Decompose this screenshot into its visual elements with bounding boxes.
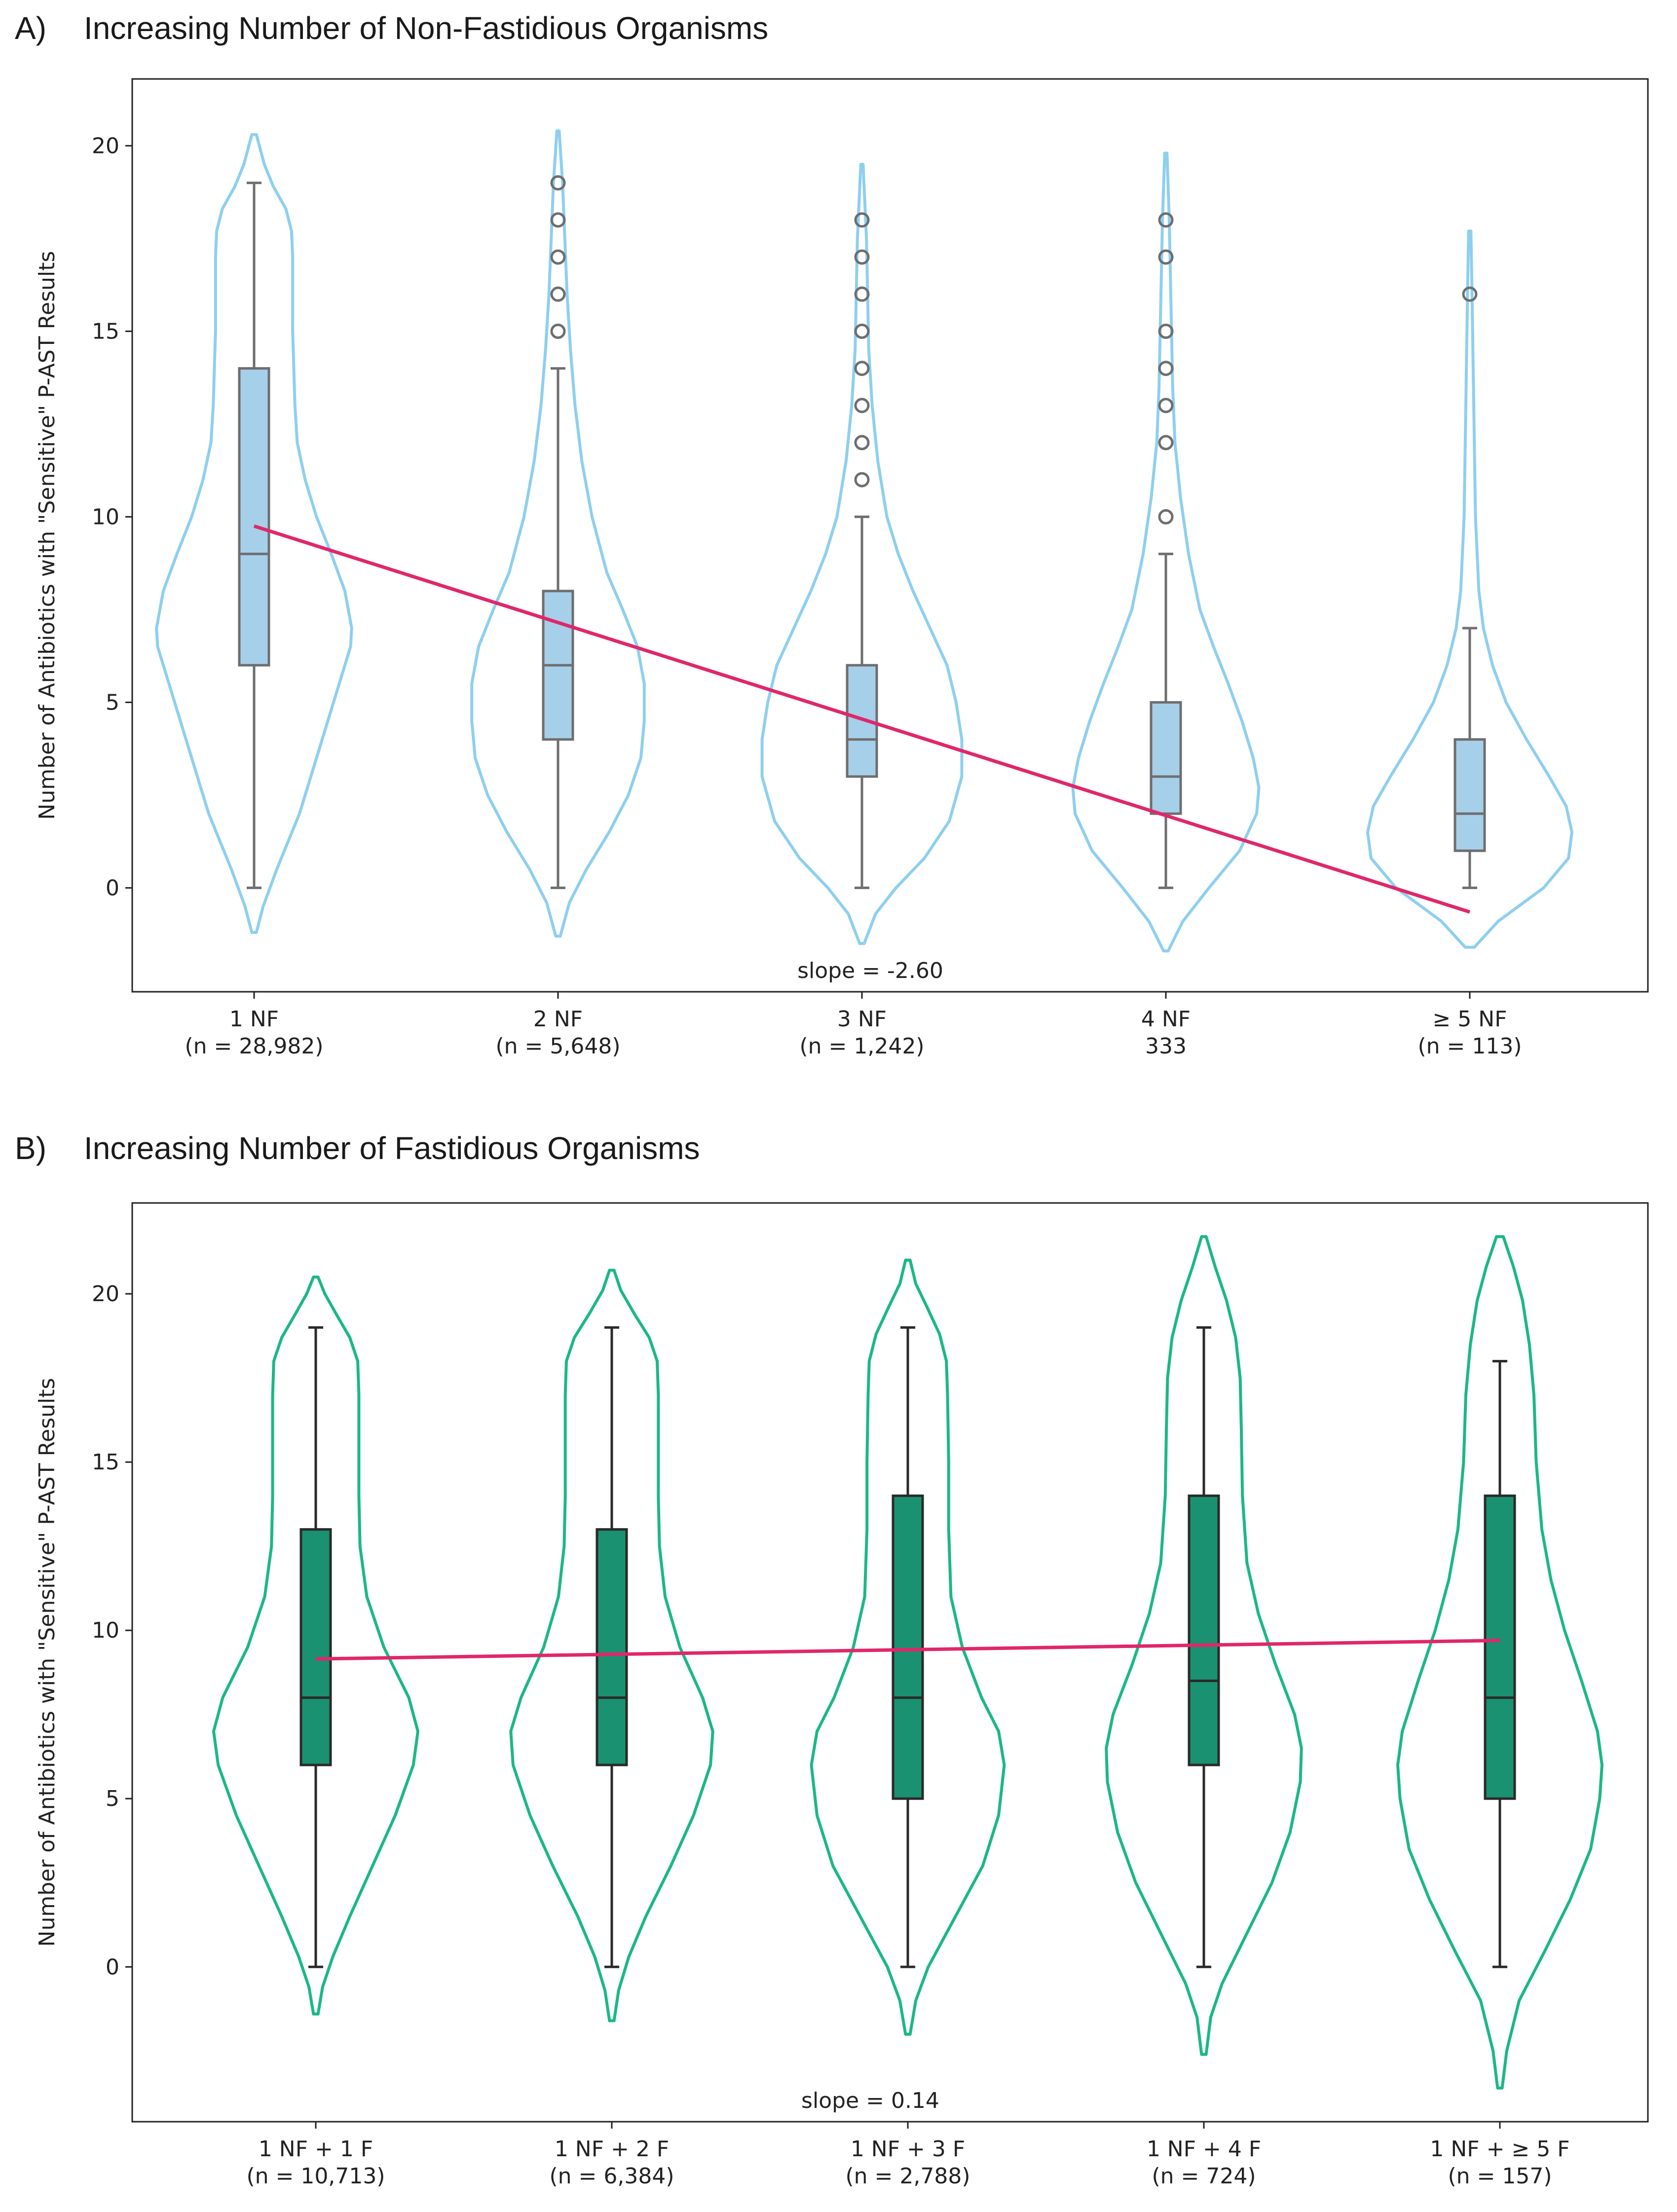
x-tick-label: 3 NF — [837, 1007, 887, 1032]
outlier-point — [854, 398, 870, 413]
y-tick-label: 10 — [92, 1618, 119, 1643]
x-tick-label: 2 NF — [533, 1007, 583, 1032]
outlier-point — [1158, 435, 1174, 450]
outlier-point — [550, 286, 566, 302]
y-tick-label: 15 — [92, 1450, 119, 1475]
box-iqr — [596, 1528, 628, 1766]
x-tick-label: 1 NF — [229, 1007, 279, 1032]
y-tick-label: 5 — [106, 1786, 119, 1811]
violin-outline — [1396, 1235, 1603, 2090]
outlier-point — [1158, 509, 1174, 525]
box-iqr — [1188, 1494, 1220, 1766]
outlier-point — [1462, 286, 1478, 302]
outlier-point — [550, 175, 566, 191]
outlier-point — [1158, 361, 1174, 376]
x-tick-label: ≥ 5 NF — [1432, 1007, 1507, 1032]
y-tick-label: 20 — [92, 1281, 119, 1307]
box-iqr — [1453, 738, 1486, 852]
x-tick-sublabel: (n = 1,242) — [799, 1034, 924, 1059]
x-tick-label: 1 NF + 3 F — [851, 2137, 965, 2162]
panel-a-heading: A) Increasing Number of Non-Fastidious Or… — [15, 10, 768, 46]
panel-b-plot: 0 5 10 15 20 Number of Antibiotics with "Sens… — [35, 1202, 1649, 2189]
outlier-point — [550, 249, 566, 265]
slope-label: slope = -2.60 — [797, 958, 943, 983]
x-tick-sublabel: (n = 10,713) — [246, 2164, 385, 2189]
box-iqr — [238, 367, 270, 667]
violin-outline — [470, 129, 646, 938]
outlier-point — [1158, 212, 1174, 228]
violin-outline — [1105, 1235, 1303, 2056]
x-tick-label: 1 NF + 4 F — [1147, 2137, 1261, 2162]
y-tick-label: 0 — [106, 1954, 119, 1980]
panel-a-plot: 0 5 10 15 20 Number of Antibiotics with "Sens… — [35, 78, 1649, 1059]
slope-label: slope = 0.14 — [801, 2088, 939, 2113]
y-tick-label: 10 — [92, 504, 119, 529]
outlier-point — [854, 286, 870, 302]
x-tick-label: 1 NF + 1 F — [259, 2137, 373, 2162]
outlier-point — [550, 212, 566, 228]
violin-outline — [1366, 229, 1573, 949]
outlier-point — [854, 435, 870, 450]
outlier-point — [854, 249, 870, 265]
y-tick-label: 15 — [92, 319, 119, 344]
x-tick-label: 1 NF + ≥ 5 F — [1430, 2137, 1569, 2162]
box-iqr — [892, 1494, 924, 1800]
y-axis-label: Number of Antibiotics with "Sensitive" P… — [35, 251, 60, 820]
outlier-point — [854, 323, 870, 339]
outlier-point — [550, 323, 566, 339]
y-tick-label: 5 — [106, 690, 119, 715]
violin-outline — [760, 163, 964, 945]
panel-a-title: Increasing Number of Non-Fastidious Orga… — [84, 10, 769, 46]
plot-frame — [131, 78, 1649, 993]
x-tick-label: 1 NF + 2 F — [555, 2137, 669, 2162]
x-tick-label: 4 NF — [1141, 1007, 1191, 1032]
trend-line — [315, 1639, 1500, 1661]
panel-b-heading: B) Increasing Number of Fastidious Organi… — [15, 1130, 700, 1166]
x-tick-sublabel: (n = 28,982) — [185, 1034, 323, 1059]
box-iqr — [1484, 1494, 1516, 1800]
outlier-point — [854, 472, 870, 487]
x-tick-sublabel: (n = 2,788) — [845, 2164, 970, 2189]
panel-b-title: Increasing Number of Fastidious Organism… — [84, 1130, 700, 1166]
x-tick-sublabel: (n = 113) — [1417, 1034, 1522, 1059]
panel-a-letter: A) — [15, 10, 46, 46]
violin-outline — [1071, 151, 1261, 953]
violin-outline — [509, 1269, 714, 2023]
violin-outline — [212, 1275, 419, 2016]
plot-frame — [131, 1202, 1649, 2123]
panel-b-letter: B) — [15, 1130, 46, 1166]
violin-outline — [155, 133, 353, 934]
x-tick-sublabel: 333 — [1145, 1034, 1187, 1059]
outlier-point — [1158, 323, 1174, 339]
box-iqr — [1150, 701, 1182, 815]
outlier-point — [854, 212, 870, 228]
trend-line — [253, 524, 1471, 914]
x-tick-sublabel: (n = 157) — [1448, 2164, 1552, 2189]
x-tick-sublabel: (n = 724) — [1152, 2164, 1256, 2189]
outlier-point — [854, 361, 870, 376]
violin-outline — [810, 1258, 1006, 2036]
y-axis-label: Number of Antibiotics with "Sensitive" P… — [35, 1378, 60, 1947]
y-tick-label: 0 — [106, 875, 119, 900]
x-tick-sublabel: (n = 5,648) — [495, 1034, 620, 1059]
x-tick-sublabel: (n = 6,384) — [549, 2164, 674, 2189]
outlier-point — [1158, 398, 1174, 413]
box-iqr — [299, 1528, 332, 1766]
y-tick-label: 20 — [92, 133, 119, 158]
outlier-point — [1158, 249, 1174, 265]
